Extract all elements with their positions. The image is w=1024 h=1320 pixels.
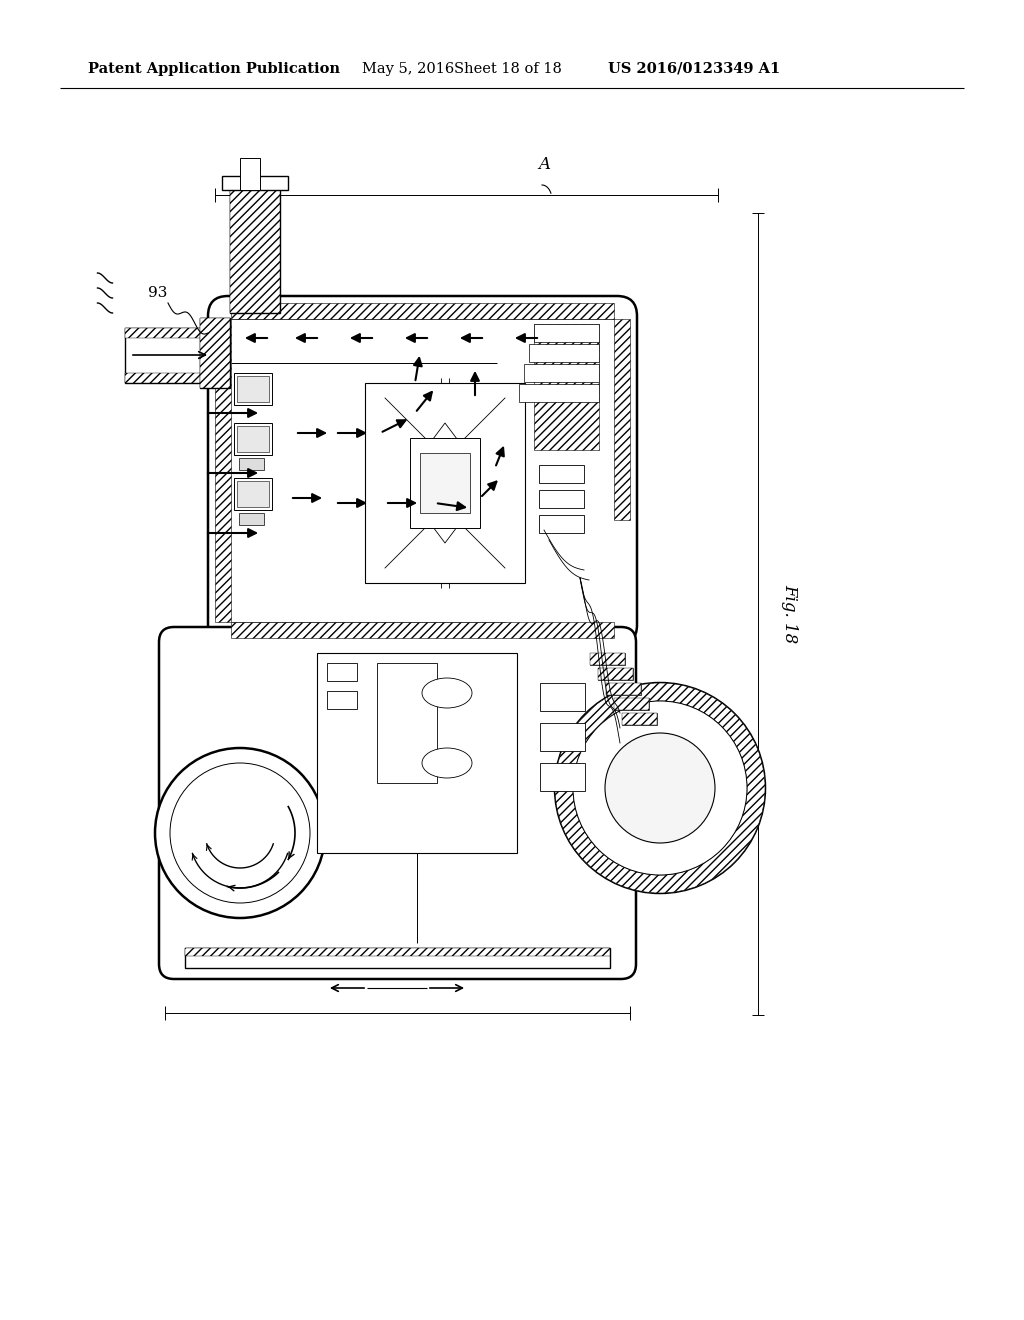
- Text: Patent Application Publication: Patent Application Publication: [88, 62, 340, 77]
- Bar: [540, 723, 585, 751]
- Bar: [125, 327, 220, 338]
- Bar: [598, 668, 633, 680]
- Bar: [539, 515, 584, 533]
- Bar: [327, 663, 357, 681]
- Ellipse shape: [422, 748, 472, 777]
- Wedge shape: [555, 682, 765, 894]
- Text: US 2016/0123349 A1: US 2016/0123349 A1: [608, 62, 780, 77]
- Circle shape: [170, 763, 310, 903]
- Circle shape: [555, 682, 765, 894]
- Bar: [230, 187, 280, 313]
- Bar: [614, 698, 649, 710]
- Bar: [222, 176, 288, 190]
- Bar: [519, 384, 599, 403]
- Bar: [240, 158, 260, 190]
- Bar: [590, 653, 625, 665]
- Bar: [598, 668, 633, 680]
- Bar: [125, 374, 220, 383]
- Bar: [185, 948, 610, 956]
- Bar: [215, 319, 231, 622]
- Bar: [410, 438, 480, 528]
- Bar: [230, 187, 280, 313]
- Text: May 5, 2016: May 5, 2016: [362, 62, 455, 77]
- Bar: [237, 376, 269, 403]
- Bar: [377, 663, 437, 783]
- Bar: [539, 490, 584, 508]
- Bar: [420, 453, 470, 513]
- Bar: [231, 304, 614, 319]
- Polygon shape: [239, 513, 264, 525]
- Bar: [234, 478, 272, 510]
- Ellipse shape: [422, 678, 472, 708]
- Bar: [614, 319, 630, 520]
- Bar: [622, 713, 657, 725]
- Circle shape: [605, 733, 715, 843]
- Bar: [200, 318, 230, 388]
- Bar: [606, 682, 641, 696]
- Text: Sheet 18 of 18: Sheet 18 of 18: [454, 62, 562, 77]
- Text: Fig. 18: Fig. 18: [781, 585, 799, 644]
- Bar: [185, 948, 610, 968]
- Bar: [125, 327, 220, 383]
- Bar: [200, 318, 230, 388]
- Bar: [606, 682, 641, 696]
- Bar: [534, 323, 599, 342]
- Text: A: A: [538, 156, 550, 173]
- Bar: [365, 383, 525, 583]
- Bar: [524, 364, 599, 381]
- Bar: [539, 465, 584, 483]
- Circle shape: [573, 701, 746, 875]
- Bar: [231, 622, 614, 638]
- Bar: [590, 653, 625, 665]
- Bar: [237, 480, 269, 507]
- Bar: [234, 422, 272, 455]
- FancyBboxPatch shape: [159, 627, 636, 979]
- Text: 93: 93: [148, 286, 167, 300]
- Circle shape: [155, 748, 325, 917]
- Bar: [614, 698, 649, 710]
- Bar: [317, 653, 517, 853]
- Bar: [622, 713, 657, 725]
- FancyBboxPatch shape: [208, 296, 637, 645]
- Bar: [534, 323, 599, 450]
- Bar: [529, 345, 599, 362]
- Bar: [237, 426, 269, 451]
- Bar: [540, 763, 585, 791]
- Bar: [327, 690, 357, 709]
- Bar: [234, 374, 272, 405]
- Polygon shape: [239, 458, 264, 470]
- Bar: [540, 682, 585, 711]
